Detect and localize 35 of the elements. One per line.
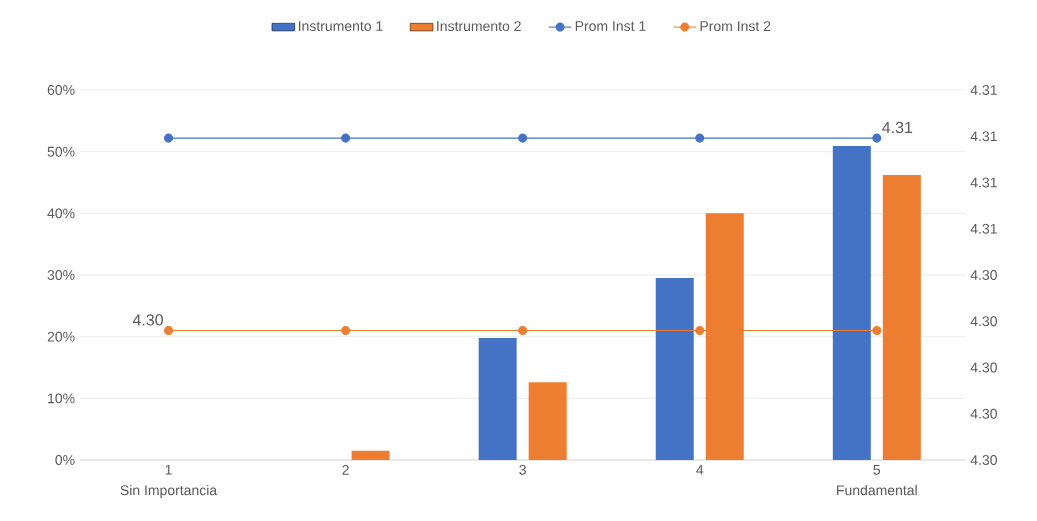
bar <box>882 175 921 460</box>
legend-label: Prom Inst 2 <box>700 21 771 32</box>
y-tick-label: 10% <box>48 393 75 404</box>
data-label: 4.30 <box>132 314 163 326</box>
x-tick-label: 2 <box>342 464 349 475</box>
y-tick-label: 60% <box>47 85 75 95</box>
bar <box>528 382 567 460</box>
legend-label: Instrumento 1 <box>298 21 383 32</box>
y2-tick-label: 4.30 <box>970 270 997 280</box>
data-label: 4.31 <box>882 121 913 134</box>
legend-label: Prom Inst 1 <box>575 21 646 32</box>
y2-tick-label: 4.30 <box>970 362 997 373</box>
y-tick-label: 40% <box>47 208 75 219</box>
y-tick-label: 20% <box>47 331 75 342</box>
y-tick-label: 0% <box>55 455 75 465</box>
text: Sin Importancia <box>120 484 218 498</box>
y2-tick-label: 4.31 <box>970 177 997 188</box>
bar <box>351 450 390 460</box>
bar <box>655 278 694 460</box>
y2-tick-label: 4.30 <box>970 316 997 327</box>
x-tick-label: 3 <box>519 464 526 475</box>
y-tick-label: 50% <box>47 146 75 157</box>
legend-label: Instrumento 2 <box>437 21 521 32</box>
y-tick-label: 30% <box>47 270 75 280</box>
y2-tick-label: 4.31 <box>970 85 997 95</box>
bar <box>478 337 517 460</box>
x-tick-label: 4 <box>696 464 704 475</box>
bar <box>832 146 871 460</box>
x-tick-label: 5 <box>873 464 881 475</box>
y2-tick-label: 4.31 <box>970 131 997 142</box>
x-tick-label: 1 <box>165 464 172 475</box>
y2-tick-label: 4.31 <box>970 223 997 234</box>
y2-tick-label: 4.30 <box>970 408 997 419</box>
text: Fundamental <box>837 484 917 496</box>
y2-tick-label: 4.30 <box>970 455 997 465</box>
